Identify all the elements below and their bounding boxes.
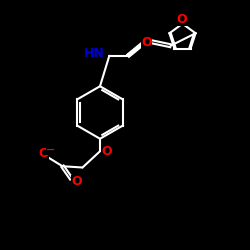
Text: O: O (38, 147, 48, 160)
Text: O: O (71, 175, 82, 188)
Text: O: O (176, 13, 186, 26)
Text: O: O (141, 36, 152, 49)
Text: HN: HN (84, 47, 105, 60)
Text: O: O (101, 145, 112, 158)
Text: −: − (46, 145, 56, 155)
